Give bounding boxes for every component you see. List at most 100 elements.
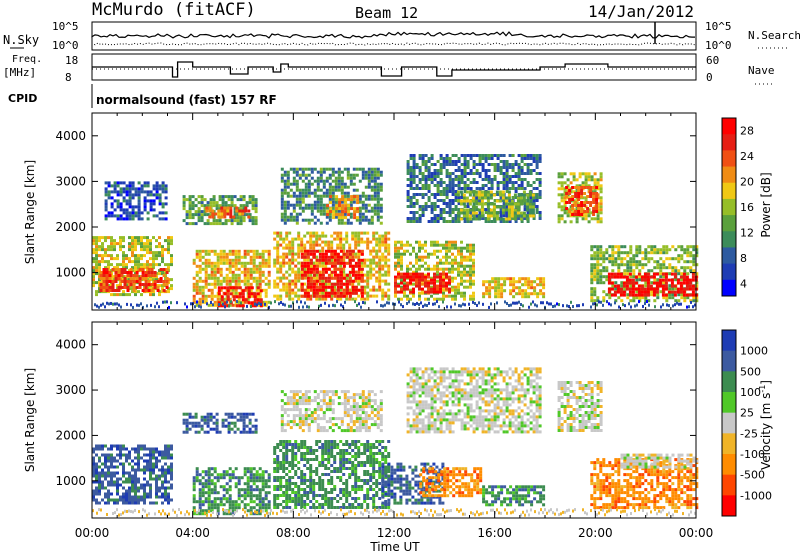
heatmap-cell	[481, 163, 485, 166]
heatmap-cell	[328, 176, 332, 180]
heatmap-cell	[468, 217, 472, 221]
heatmap-cell	[463, 279, 466, 283]
heatmap-cell	[342, 288, 346, 292]
ground-scatter-cell	[514, 301, 516, 305]
heatmap-cell	[593, 257, 597, 261]
heatmap-cell	[472, 261, 475, 265]
heatmap-cell	[254, 201, 258, 205]
heatmap-cell	[243, 273, 247, 277]
heatmap-cell	[589, 204, 593, 207]
heatmap-cell	[510, 214, 514, 218]
heatmap-cell	[680, 272, 684, 276]
heatmap-cell	[110, 257, 113, 261]
heatmap-cell	[143, 181, 147, 185]
heatmap-cell	[531, 202, 535, 206]
heatmap-cell	[369, 264, 373, 268]
heatmap-cell	[182, 219, 186, 223]
heatmap-cell	[283, 170, 287, 174]
beam-label: Beam 12	[355, 4, 418, 22]
heatmap-cell	[664, 278, 668, 282]
heatmap-cell	[424, 255, 427, 259]
heatmap-cell	[607, 278, 611, 282]
heatmap-cell	[538, 184, 542, 187]
heatmap-cell	[256, 292, 260, 296]
heatmap-cell	[466, 285, 469, 289]
heatmap-cell	[662, 275, 666, 279]
nsearch-label: N.Search	[748, 29, 800, 42]
heatmap-cell	[668, 287, 672, 291]
heatmap-cell	[472, 267, 475, 271]
heatmap-cell	[418, 272, 421, 276]
heatmap-cell	[364, 215, 368, 219]
heatmap-cell	[664, 275, 668, 279]
heatmap-cell	[358, 179, 362, 183]
heatmap-cell	[507, 193, 511, 197]
heatmap-cell	[273, 282, 277, 286]
heatmap-cell	[161, 272, 164, 276]
heatmap-cell	[122, 239, 125, 243]
heatmap-cell	[95, 269, 98, 273]
heatmap-cell	[626, 263, 630, 267]
heatmap-cell	[152, 251, 155, 255]
heatmap-cell	[339, 258, 343, 262]
heatmap-cell	[418, 178, 422, 181]
heatmap-cell	[155, 278, 158, 282]
heatmap-cell	[113, 208, 117, 212]
heatmap-cell	[671, 245, 675, 249]
heatmap-cell	[520, 154, 524, 157]
heatmap-cell	[343, 194, 347, 198]
heatmap-cell	[535, 193, 539, 196]
heatmap-cell	[330, 294, 334, 298]
heatmap-cell	[210, 264, 214, 268]
heatmap-cell	[301, 218, 305, 222]
heatmap-cell	[507, 217, 511, 221]
heatmap-cell	[360, 288, 364, 292]
heatmap-cell	[164, 196, 168, 200]
heatmap-cell	[485, 280, 489, 284]
heatmap-cell	[349, 221, 353, 225]
heatmap-cell	[102, 274, 106, 277]
heatmap-cell	[350, 207, 354, 211]
heatmap-cell	[436, 184, 440, 187]
heatmap-cell	[513, 217, 517, 221]
heatmap-cell	[243, 288, 247, 292]
heatmap-cell	[350, 195, 354, 199]
heatmap-cell	[496, 166, 500, 169]
heatmap-cell	[456, 214, 460, 218]
heatmap-cell	[334, 188, 338, 192]
heatmap-cell	[442, 187, 446, 190]
heatmap-cell	[152, 254, 155, 258]
heatmap-cell	[412, 163, 416, 166]
heatmap-cell	[108, 274, 112, 277]
heatmap-cell	[620, 263, 624, 267]
heatmap-cell	[363, 297, 367, 301]
heatmap-cell	[321, 297, 325, 301]
heatmap-cell	[319, 176, 323, 180]
heatmap-cell	[448, 290, 451, 294]
heatmap-cell	[342, 261, 346, 265]
heatmap-cell	[161, 202, 165, 206]
heatmap-cell	[283, 206, 287, 210]
heatmap-cell	[286, 173, 290, 177]
heatmap-cell	[610, 275, 614, 279]
heatmap-cell	[363, 291, 367, 295]
heatmap-cell	[511, 217, 515, 220]
heatmap-cell	[571, 186, 575, 189]
heatmap-cell	[593, 190, 597, 194]
heatmap-cell	[321, 252, 325, 256]
heatmap-cell	[159, 277, 163, 280]
heatmap-cell	[350, 198, 354, 202]
heatmap-cell	[641, 263, 645, 267]
heatmap-cell	[370, 215, 374, 219]
heatmap-cell	[611, 284, 615, 288]
heatmap-cell	[324, 264, 328, 268]
heatmap-cell	[95, 293, 98, 297]
heatmap-cell	[373, 173, 377, 177]
heatmap-cell	[430, 281, 433, 285]
heatmap-cell	[155, 257, 158, 261]
heatmap-cell	[448, 172, 452, 175]
heatmap-cell	[298, 173, 302, 177]
heatmap-cell	[412, 270, 415, 274]
heatmap-cell	[664, 284, 668, 288]
heatmap-cell	[158, 193, 162, 197]
